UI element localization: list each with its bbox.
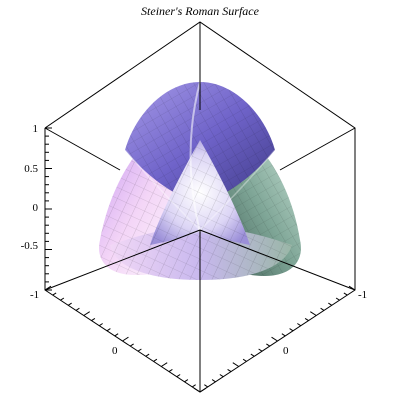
x-axis-tick <box>122 336 129 342</box>
y-axis-tick <box>281 333 286 337</box>
x-axis: -1 0 <box>30 289 118 357</box>
y-axis-tick <box>211 379 216 383</box>
x-axis-tick <box>75 307 80 311</box>
y-axis-tick <box>310 311 317 316</box>
y-axis-tick <box>320 307 325 311</box>
x-axis-tick <box>137 348 142 352</box>
x-axis-tick <box>184 379 189 383</box>
x-axis-tick <box>114 333 119 337</box>
box-edge-back <box>279 127 356 171</box>
y-axis-tick <box>193 387 201 393</box>
z-tick-label: 1 <box>33 123 39 135</box>
y-axis-tick <box>242 358 247 362</box>
x-axis-tick <box>191 384 196 388</box>
x-axis-tick <box>67 302 72 306</box>
chart-title: Steiner's Roman Surface <box>141 4 259 18</box>
x-axis-tick <box>176 374 181 378</box>
y-axis-tick <box>289 328 294 332</box>
y-axis-tick <box>343 292 348 296</box>
x-axis-tick <box>153 358 158 362</box>
box-edge-front <box>199 229 356 291</box>
y-axis-tick <box>250 353 255 357</box>
x-axis-tick <box>160 362 168 367</box>
y-axis-tick <box>258 348 263 352</box>
z-axis: 1 0.5 0 -0.5 <box>21 123 39 252</box>
x-axis-tick <box>52 292 57 296</box>
x-axis-tick <box>199 387 207 393</box>
x-axis-tick <box>129 343 134 347</box>
y-axis-tick <box>271 336 278 342</box>
y-axis-tick <box>266 343 271 347</box>
x-axis-tick <box>44 285 52 291</box>
x-axis-tick <box>83 311 90 316</box>
y-axis: -1 0 <box>283 289 367 357</box>
x-axis-tick <box>106 328 111 332</box>
x-tick-label: -1 <box>30 289 39 301</box>
y-axis-tick <box>297 323 302 327</box>
z-tick-label: 0.5 <box>24 163 38 175</box>
y-axis-tick <box>304 317 309 322</box>
box-edge-back <box>44 127 121 171</box>
box-edge-front <box>44 229 201 291</box>
z-tick-label: 0 <box>33 202 39 214</box>
x-axis-tick <box>91 317 96 322</box>
x-axis-tick <box>98 323 103 327</box>
x-tick-label: 0 <box>112 345 118 357</box>
x-axis-tick <box>145 353 150 357</box>
y-axis-tick <box>227 368 232 373</box>
y-tick-label: -1 <box>358 289 367 301</box>
y-axis-tick <box>348 285 356 291</box>
x-axis-tick <box>168 368 173 373</box>
y-axis-tick <box>335 297 340 301</box>
y-axis-tick <box>204 384 209 388</box>
axis-ticks <box>44 127 356 393</box>
x-axis-tick <box>60 297 65 301</box>
roman-surface <box>99 81 301 280</box>
y-axis-tick <box>232 362 240 367</box>
y-axis-tick <box>219 374 224 378</box>
y-tick-label: 0 <box>283 345 289 357</box>
y-axis-tick <box>328 302 333 306</box>
z-tick-label: -0.5 <box>21 240 39 252</box>
